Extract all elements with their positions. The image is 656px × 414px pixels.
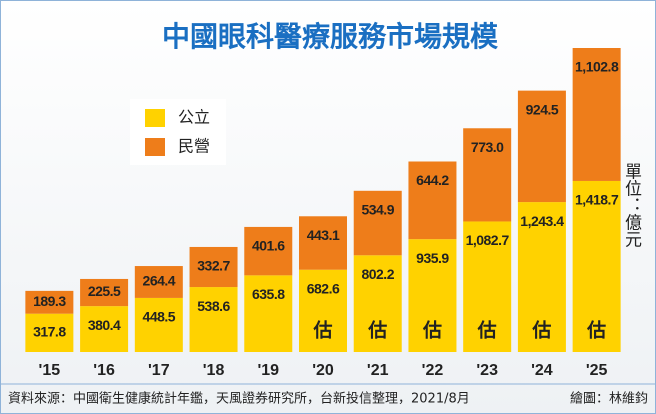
bar-segment: [80, 306, 129, 352]
value-label: 332.7: [197, 258, 230, 274]
estimate-mark: 估: [477, 319, 497, 342]
value-label: 802.2: [361, 266, 394, 282]
chart-title: 中國眼科醫療服務市場規模: [162, 20, 499, 53]
value-label: 401.6: [252, 238, 285, 254]
bar-segment: [134, 266, 183, 298]
bar-segment: [408, 239, 457, 352]
value-label: 1,418.7: [575, 192, 619, 208]
bar-segment: [353, 190, 402, 256]
bar-segment: [353, 255, 402, 352]
bar-segment: [517, 202, 566, 352]
estimate-mark: 估: [422, 319, 442, 342]
bar-segment: [517, 90, 566, 203]
value-label: 448.5: [143, 309, 176, 325]
value-label: 264.4: [143, 273, 176, 289]
value-label: 189.3: [33, 293, 66, 309]
value-label: 924.5: [526, 101, 559, 117]
source: 資料來源：中國衛生健康統計年鑑，天風證券研究所，台新投信整理，2021/8月: [8, 391, 470, 407]
estimate-mark: 估: [531, 319, 551, 342]
value-label: 635.8: [252, 286, 285, 302]
x-tick-label: '23: [476, 362, 498, 379]
estimate-mark: 估: [312, 319, 332, 342]
value-label: 1,102.8: [575, 59, 619, 75]
x-tick-label: '15: [39, 362, 61, 379]
value-label: 935.9: [416, 250, 449, 266]
bar-segment: [299, 216, 347, 270]
bar-segment: [244, 226, 293, 276]
x-tick-label: '18: [203, 362, 225, 379]
bar-segment: [80, 278, 129, 307]
bar-segment: [25, 313, 74, 352]
value-label: 1,243.4: [520, 213, 564, 229]
bar-segment: [463, 128, 512, 222]
x-tick-label: '25: [586, 362, 608, 379]
x-tick-label: '22: [422, 362, 444, 379]
legend-swatch: [145, 138, 165, 156]
legend-swatch: [145, 109, 165, 127]
x-tick-label: '20: [312, 362, 334, 379]
estimate-mark: 估: [367, 319, 387, 342]
bar-segment: [572, 180, 621, 352]
value-label: 317.8: [33, 324, 66, 340]
value-label: 682.6: [307, 280, 340, 296]
x-tick-label: '17: [148, 362, 170, 379]
x-tick-label: '24: [531, 362, 553, 379]
bar-segment: [463, 221, 512, 352]
value-label: 773.0: [471, 139, 504, 155]
value-label: 534.9: [361, 201, 394, 217]
value-label: 225.5: [88, 283, 121, 299]
value-label: 380.4: [88, 317, 121, 333]
estimate-mark: 估: [586, 319, 606, 342]
x-tick-label: '21: [367, 362, 389, 379]
bar-segment: [134, 297, 183, 352]
unit-label: 單位：億元: [621, 163, 642, 248]
value-label: 644.2: [416, 172, 449, 188]
value-label: 538.6: [197, 298, 230, 314]
bar-segment: [299, 269, 347, 352]
bar-segment: [408, 161, 457, 240]
bar-segment: [25, 290, 74, 314]
bar-segment: [572, 48, 621, 181]
legend-label: 民營: [178, 137, 210, 156]
credit: 繪圖：林維鈞: [570, 391, 648, 407]
x-tick-label: '19: [257, 362, 279, 379]
value-label: 443.1: [307, 227, 340, 243]
value-label: 1,082.7: [466, 232, 510, 248]
legend-label: 公立: [178, 108, 210, 127]
bar-segment: [244, 275, 293, 352]
bar-segment: [189, 287, 238, 352]
x-tick-label: '16: [93, 362, 115, 379]
bar-segment: [189, 246, 238, 288]
